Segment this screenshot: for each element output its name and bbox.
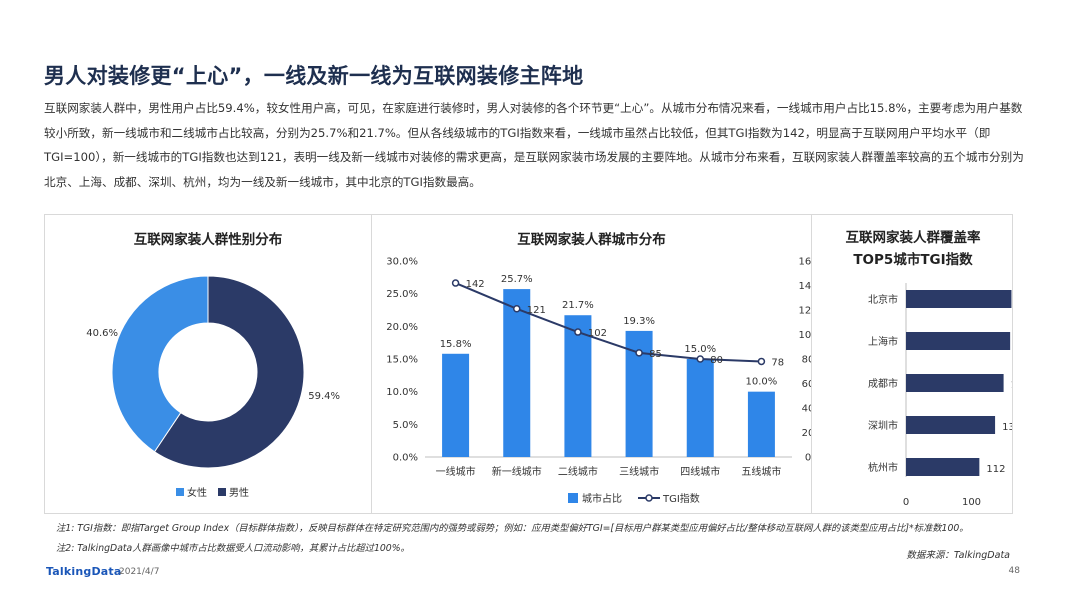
y-right-tick-label: 0	[805, 453, 811, 464]
donut-slice-female	[111, 275, 209, 453]
city-bar	[686, 359, 714, 457]
tgi-point-label: 78	[771, 357, 784, 368]
gender-chart-title: 互联网家装人群性别分布	[133, 232, 283, 248]
city-bar	[442, 353, 470, 457]
top5-bar	[906, 416, 996, 434]
top5-bar-label: 112	[986, 464, 1005, 475]
y-right-tick-label: 80	[802, 355, 811, 366]
tgi-point	[451, 279, 460, 287]
tgi-point	[635, 349, 643, 357]
y-left-tick-label: 0.0%	[393, 453, 418, 464]
x-tick-label: 二线城市	[558, 465, 598, 478]
city-distribution-chart: 0.0% 5.0% 10.0% 15.0% 20.0% 25.0% 30.0% 0 20 40 60…	[386, 257, 811, 506]
data-source: 数据来源：TalkingData	[906, 550, 1010, 561]
footnote-1: 注1: TGI指数：即指Target Group Index（目标群体指数），反…	[56, 523, 969, 534]
x-tick-label: 三线城市	[619, 465, 659, 478]
x-tick-label: 0	[903, 497, 909, 508]
charts-panel: 互联网家装人群性别分布 互联网家装人群城市分布 互联网家装人群覆盖率 TOP5城…	[44, 214, 1013, 514]
panel-divider	[371, 215, 372, 513]
legend-label-city-share: 城市占比	[582, 492, 622, 505]
city-bar	[503, 289, 531, 457]
legend-label-male: 男性	[229, 486, 249, 499]
top5-city-label: 北京市	[868, 293, 898, 306]
legend-label-female: 女性	[187, 486, 207, 499]
y-left-tick-label: 5.0%	[393, 420, 418, 431]
city-bar-label: 25.7%	[501, 274, 533, 285]
top5-city-label: 杭州市	[868, 461, 898, 474]
x-tick-label: 五线城市	[741, 465, 781, 478]
top5-bar	[906, 290, 1012, 308]
page-number: 48	[1008, 566, 1020, 576]
city-bar	[747, 391, 775, 457]
tgi-point-label: 80	[710, 355, 723, 366]
city-bar-label: 19.3%	[623, 316, 655, 327]
y-left-tick-label: 20.0%	[386, 322, 418, 333]
y-left-tick-label: 15.0%	[386, 355, 418, 366]
legend-swatch-female	[176, 488, 184, 496]
report-date: 2021/4/7	[119, 567, 160, 577]
city-bar-label: 15.0%	[684, 344, 716, 355]
talkingdata-logo: TalkingData	[46, 565, 122, 578]
y-left-tick-label: 10.0%	[386, 387, 418, 398]
tgi-point-label: 121	[527, 305, 546, 316]
gender-donut-chart: 59.4% 40.6% 女性 男性	[86, 275, 340, 499]
top5-bar-label: 149	[1011, 380, 1012, 391]
y-left-tick-label: 25.0%	[386, 289, 418, 300]
city-bar-label: 10.0%	[746, 377, 778, 388]
page-description: 互联网家装人群中，男性用户占比59.4%，较女性用户高，可见，在家庭进行装修时，…	[44, 101, 1024, 189]
top5-chart-title-line2: TOP5城市TGI指数	[853, 252, 973, 268]
top5-bar	[906, 374, 1004, 392]
panel-divider	[811, 215, 812, 513]
y-right-tick-label: 160	[798, 257, 811, 268]
top5-chart-title-line1: 互联网家装人群覆盖率	[845, 230, 981, 246]
donut-slice-male	[153, 275, 305, 469]
top5-city-label: 深圳市	[868, 419, 898, 432]
x-tick-label: 100	[962, 497, 981, 508]
top5-city-label: 上海市	[868, 335, 898, 348]
legend-swatch-city-share	[568, 493, 578, 503]
x-tick-label: 新一线城市	[492, 465, 542, 478]
tgi-point-label: 102	[588, 328, 607, 339]
tgi-point	[574, 328, 582, 336]
y-left-tick-label: 30.0%	[386, 257, 418, 268]
tgi-point	[513, 305, 521, 313]
top5-bar	[906, 458, 980, 476]
top5-city-tgi-chart: 北京市161上海市159成都市149深圳市136杭州市1120100200	[868, 283, 1012, 508]
donut-label-male: 59.4%	[308, 391, 340, 402]
tgi-point-label: 142	[466, 279, 485, 290]
legend-swatch-male	[218, 488, 226, 496]
y-right-tick-label: 100	[798, 330, 811, 341]
city-bar-label: 21.7%	[562, 300, 594, 311]
top5-city-label: 成都市	[868, 377, 898, 390]
y-right-tick-label: 40	[802, 404, 811, 415]
y-right-tick-label: 60	[802, 379, 811, 390]
city-bar-label: 15.8%	[440, 339, 472, 350]
tgi-point-label: 85	[649, 349, 662, 360]
city-bar	[564, 315, 592, 457]
tgi-line	[455, 282, 762, 363]
tgi-point	[696, 355, 704, 363]
donut-label-female: 40.6%	[86, 328, 118, 339]
x-tick-label: 一线城市	[436, 465, 476, 478]
footnote-2: 注2: TalkingData人群画像中城市占比数据受人口流动影响，其累计占比超…	[56, 543, 410, 554]
legend-marker-tgi	[645, 494, 653, 502]
city-chart-title: 互联网家装人群城市分布	[517, 232, 666, 248]
top5-bar	[906, 332, 1011, 350]
top5-bar-label: 136	[1002, 422, 1012, 433]
y-right-tick-label: 120	[798, 306, 811, 317]
tgi-point	[757, 357, 766, 366]
legend-label-tgi: TGI指数	[662, 492, 700, 505]
y-right-tick-label: 140	[798, 281, 811, 292]
x-tick-label: 四线城市	[680, 465, 720, 478]
page-title: 男人对装修更“上心”，一线及新一线为互联网装修主阵地	[44, 64, 584, 88]
y-right-tick-label: 20	[802, 428, 811, 439]
